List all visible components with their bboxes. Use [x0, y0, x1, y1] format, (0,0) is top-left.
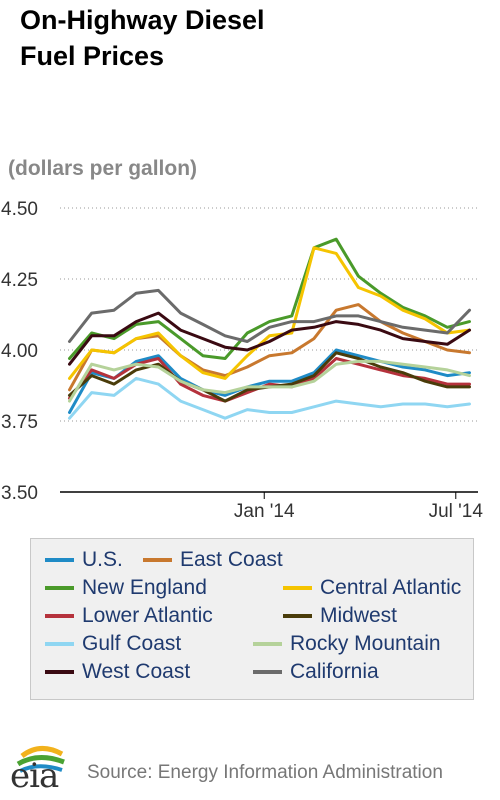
legend-swatch [253, 670, 282, 674]
series-line-new-england [68, 237, 471, 360]
legend-label: U.S. [82, 548, 123, 571]
legend-label: Rocky Mountain [290, 632, 441, 655]
y-tick-label: 3.75 [1, 412, 38, 433]
title-line-1: On-Highway Diesel [20, 5, 265, 35]
y-axis-ticks: 4.50 4.25 4.00 3.75 3.50 [1, 199, 38, 504]
x-tick-label: Jul '14 [429, 501, 484, 522]
series-lines [68, 237, 471, 420]
legend-item: Midwest [283, 603, 397, 629]
series-line-gulf-coast [68, 376, 471, 420]
legend-item: New England [45, 575, 207, 601]
legend-item: West Coast [45, 659, 190, 685]
legend-label: East Coast [180, 548, 283, 571]
legend-label: Lower Atlantic [82, 604, 213, 627]
y-tick-label: 4.25 [1, 270, 38, 291]
legend-label: Central Atlantic [320, 576, 462, 599]
legend-swatch [283, 586, 312, 590]
legend-label: California [290, 660, 379, 683]
y-tick-label: 3.50 [1, 483, 38, 504]
source-note: Source: Energy Information Administratio… [87, 762, 443, 783]
legend-item: California [253, 659, 379, 685]
legend-swatch [45, 558, 74, 562]
series-line-rocky-mountain [68, 359, 471, 403]
series-line-u-s- [68, 348, 471, 414]
legend-swatch [45, 642, 74, 646]
legend-swatch [45, 670, 74, 674]
legend-item: Central Atlantic [283, 575, 461, 601]
legend-label: Gulf Coast [82, 632, 182, 655]
gridlines [60, 207, 478, 493]
legend-swatch [143, 558, 172, 562]
line-chart: 4.50 4.25 4.00 3.75 3.50 Jan '14 Jul '14 [1, 199, 483, 522]
eia-logo-text: eia [10, 756, 59, 796]
series-line-central-atlantic [68, 246, 471, 380]
title-line-2: Fuel Prices [20, 41, 165, 71]
legend-item: Rocky Mountain [253, 631, 441, 657]
legend-label: Midwest [320, 604, 398, 627]
legend-item: Gulf Coast [45, 631, 181, 657]
series-line-west-coast [68, 311, 471, 366]
legend-label: New England [82, 576, 207, 599]
legend-swatch [45, 614, 74, 618]
legend-swatch [45, 586, 74, 590]
legend-swatch [253, 642, 282, 646]
chart-title: On-Highway Diesel Fuel Prices [20, 2, 320, 74]
legend-item: Lower Atlantic [45, 603, 213, 629]
legend-item: East Coast [143, 547, 283, 573]
series-line-california [68, 288, 471, 343]
y-tick-label: 4.00 [1, 341, 38, 362]
eia-logo-icon [16, 746, 65, 773]
legend-item: U.S. [45, 547, 123, 573]
legend-label: West Coast [82, 660, 191, 683]
legend: U.S. East Coast New England Central Atlanti… [30, 538, 474, 700]
x-axis: Jan '14 Jul '14 [234, 492, 483, 522]
y-tick-label: 4.50 [1, 199, 38, 220]
legend-swatch [283, 614, 312, 618]
x-tick-label: Jan '14 [234, 501, 295, 522]
y-axis-unit-label: (dollars per gallon) [8, 157, 198, 180]
